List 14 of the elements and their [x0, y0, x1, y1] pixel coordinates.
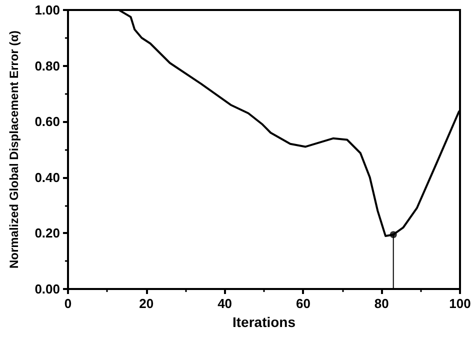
x-tick-label: 60 — [296, 296, 310, 311]
y-tick-label: 0.20 — [34, 226, 60, 241]
x-axis-title: Iterations — [232, 314, 296, 330]
y-tick-label: 0.60 — [34, 114, 60, 130]
y-tick-label: 0.00 — [34, 282, 60, 296]
y-tick-label: 0.80 — [34, 58, 60, 74]
x-tick-label: 0 — [64, 296, 72, 311]
y-tick-label: 1.00 — [34, 2, 60, 18]
x-tick-label: 20 — [139, 296, 154, 311]
x-tick-label: 100 — [449, 296, 471, 311]
x-tick-label: 80 — [374, 296, 389, 311]
y-axis-title: Normalized Global Displacement Error (α) — [7, 30, 21, 269]
y-tick-label: 0.40 — [34, 170, 60, 185]
x-tick-label: 40 — [218, 296, 232, 311]
